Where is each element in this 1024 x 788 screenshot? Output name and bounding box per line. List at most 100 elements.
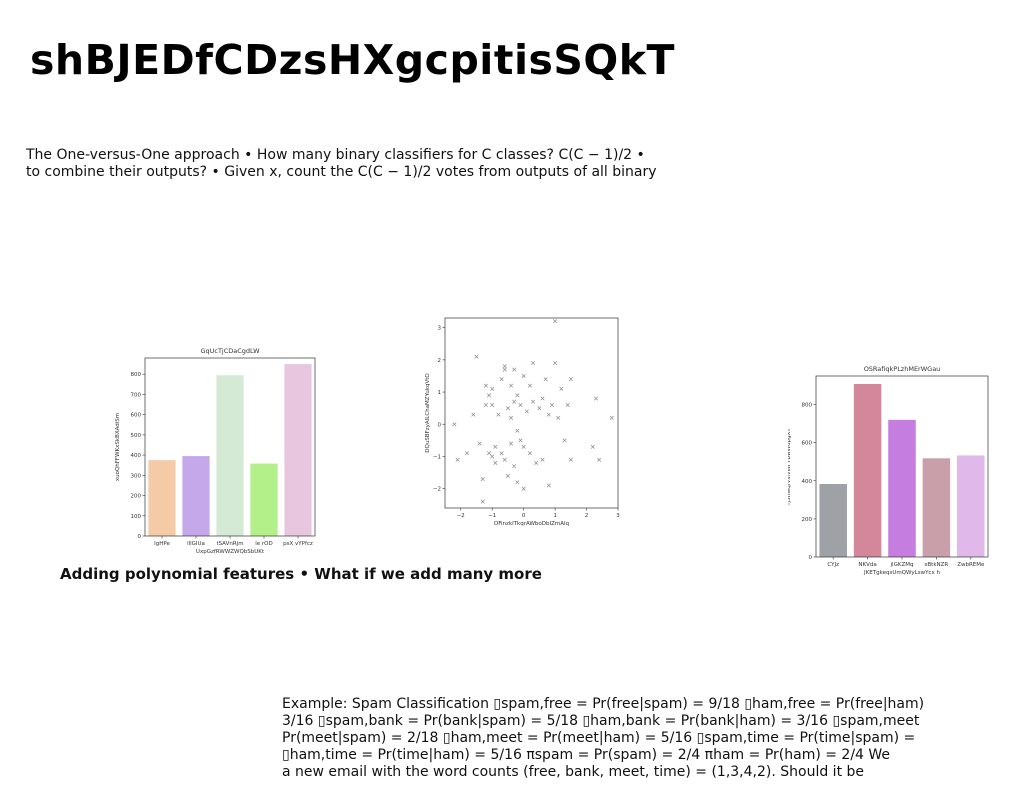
scatter-point [527, 451, 532, 456]
scatter-point [597, 457, 602, 462]
x-tick-label: jlGKZMq [890, 562, 914, 568]
y-tick-label: 200 [802, 517, 813, 523]
scatter-point [527, 383, 532, 388]
bar [888, 419, 916, 557]
scatter-point [590, 444, 595, 449]
y-tick-label: 800 [802, 403, 813, 409]
scatter-point [515, 480, 520, 485]
y-tick-label: 0 [809, 555, 813, 561]
chart-title: OSRafiqkPLzhMErWGau [864, 365, 941, 373]
scatter-point [546, 412, 551, 417]
scatter-point [512, 464, 517, 469]
scatter-point [540, 457, 545, 462]
x-tick-label: −2 [457, 513, 465, 519]
scatter-point [565, 402, 570, 407]
scatter-point [559, 386, 564, 391]
example-paragraph: Example: Spam Classification ▯spam,free … [282, 696, 942, 781]
x-tick-label: IgHPe [154, 541, 170, 547]
y-tick-label: 0 [138, 534, 142, 540]
scatter-point [543, 377, 548, 382]
plot-frame [815, 375, 989, 558]
scatter-point [515, 428, 520, 433]
scatter-point [524, 409, 529, 414]
scatter-point [490, 454, 495, 459]
x-axis-label: JKETgkeqsUmQWyLswYcx h [863, 570, 940, 576]
y-tick-label: 600 [131, 413, 142, 419]
intro-paragraph: The One-versus-One approach • How many b… [26, 147, 686, 181]
scatter-point [502, 457, 507, 462]
bar [216, 375, 244, 536]
scatter-point [480, 499, 485, 504]
intro-line: to combine their outputs? • Given x, cou… [26, 164, 657, 180]
y-tick-label: 700 [131, 392, 142, 398]
scatter-point [480, 476, 485, 482]
bar-chart-right: OSRafiqkPLzhMErWGau CYJz NKVda jlGKZMq sBtkN… [788, 365, 989, 576]
bar [922, 458, 951, 557]
scatter-point [521, 444, 526, 449]
scatter-point [512, 367, 517, 372]
scatter-point [509, 415, 514, 420]
scatter-point [512, 399, 517, 404]
bar [957, 455, 985, 557]
x-tick-label: psX vYPfcz [283, 541, 313, 547]
scatter-point [534, 460, 539, 465]
scatter-point [464, 451, 470, 456]
y-axis-label: DQuSBFzyAILChaMZYukqVtO [425, 373, 431, 453]
scatter-point [486, 393, 492, 398]
scatter-point [518, 438, 523, 443]
y-tick-label: 400 [131, 453, 142, 459]
scatter-point [502, 367, 507, 372]
example-line: Example: Spam Classification ▯spam,free … [282, 696, 925, 712]
y-axis-label: xuoQhFFWKxSkBXAdiSm [115, 413, 121, 481]
scatter-point [553, 361, 558, 366]
example-line: 3/16 ▯spam,bank = Pr(bank|spam) = 5/18 ▯… [282, 713, 920, 729]
scatter-point [505, 473, 510, 478]
x-tick-label: 1 [553, 513, 557, 519]
scatter-point [455, 457, 460, 462]
scatter-point [531, 361, 536, 366]
scatter-point [549, 402, 554, 407]
scatter-point [515, 393, 520, 398]
scatter-point [556, 415, 561, 420]
figure-caption: Adding polynomial features • What if we … [60, 565, 542, 583]
scatter-point [474, 354, 479, 359]
scatter-point [486, 451, 492, 456]
x-axis-label: UxpGzfRWWZWQbSbUKt [196, 549, 265, 555]
bar [182, 456, 210, 536]
scatter-point [471, 412, 476, 417]
scatter-point [499, 377, 504, 382]
x-tick-label: lllGIUa [187, 541, 205, 547]
y-tick-label: 500 [131, 433, 142, 439]
scatter-point [452, 422, 457, 427]
scatter-point [509, 383, 514, 388]
scatter-point [540, 396, 545, 401]
bar [853, 384, 882, 557]
plot-frame [444, 317, 619, 509]
chart-title: GqUcTjCDaCgdLW [200, 347, 260, 355]
bar [284, 364, 312, 536]
y-tick-label: 800 [131, 372, 142, 378]
y-tick-label: −2 [433, 487, 441, 493]
y-tick-label: 1 [438, 390, 442, 396]
bar [250, 463, 278, 536]
scatter-point [493, 444, 498, 449]
y-tick-label: 100 [131, 514, 142, 520]
y-tick-label: 200 [131, 494, 142, 500]
x-tick-label: NKVda [858, 562, 876, 568]
scatter-point [490, 386, 495, 391]
bar [819, 484, 847, 557]
x-axis-label: DFinzkITkqrAWboDbIZmAlq [494, 521, 569, 527]
example-line: a new email with the word counts (free, … [282, 764, 865, 780]
scatter-point [477, 441, 482, 446]
scatter-point [568, 377, 573, 382]
x-tick-label: le rOD [255, 541, 273, 547]
plot-frame [144, 357, 316, 537]
y-tick-label: −1 [433, 454, 441, 460]
intro-line: The One-versus-One approach • How many b… [26, 147, 645, 163]
y-tick-label: 600 [802, 441, 813, 447]
example-line: Pr(meet|spam) = 2/18 ▯ham,meet = Pr(meet… [282, 730, 916, 746]
scatter-point [521, 373, 526, 379]
scatter-point [553, 319, 558, 324]
scatter-point [499, 451, 504, 456]
x-tick-label: 0 [522, 513, 526, 519]
